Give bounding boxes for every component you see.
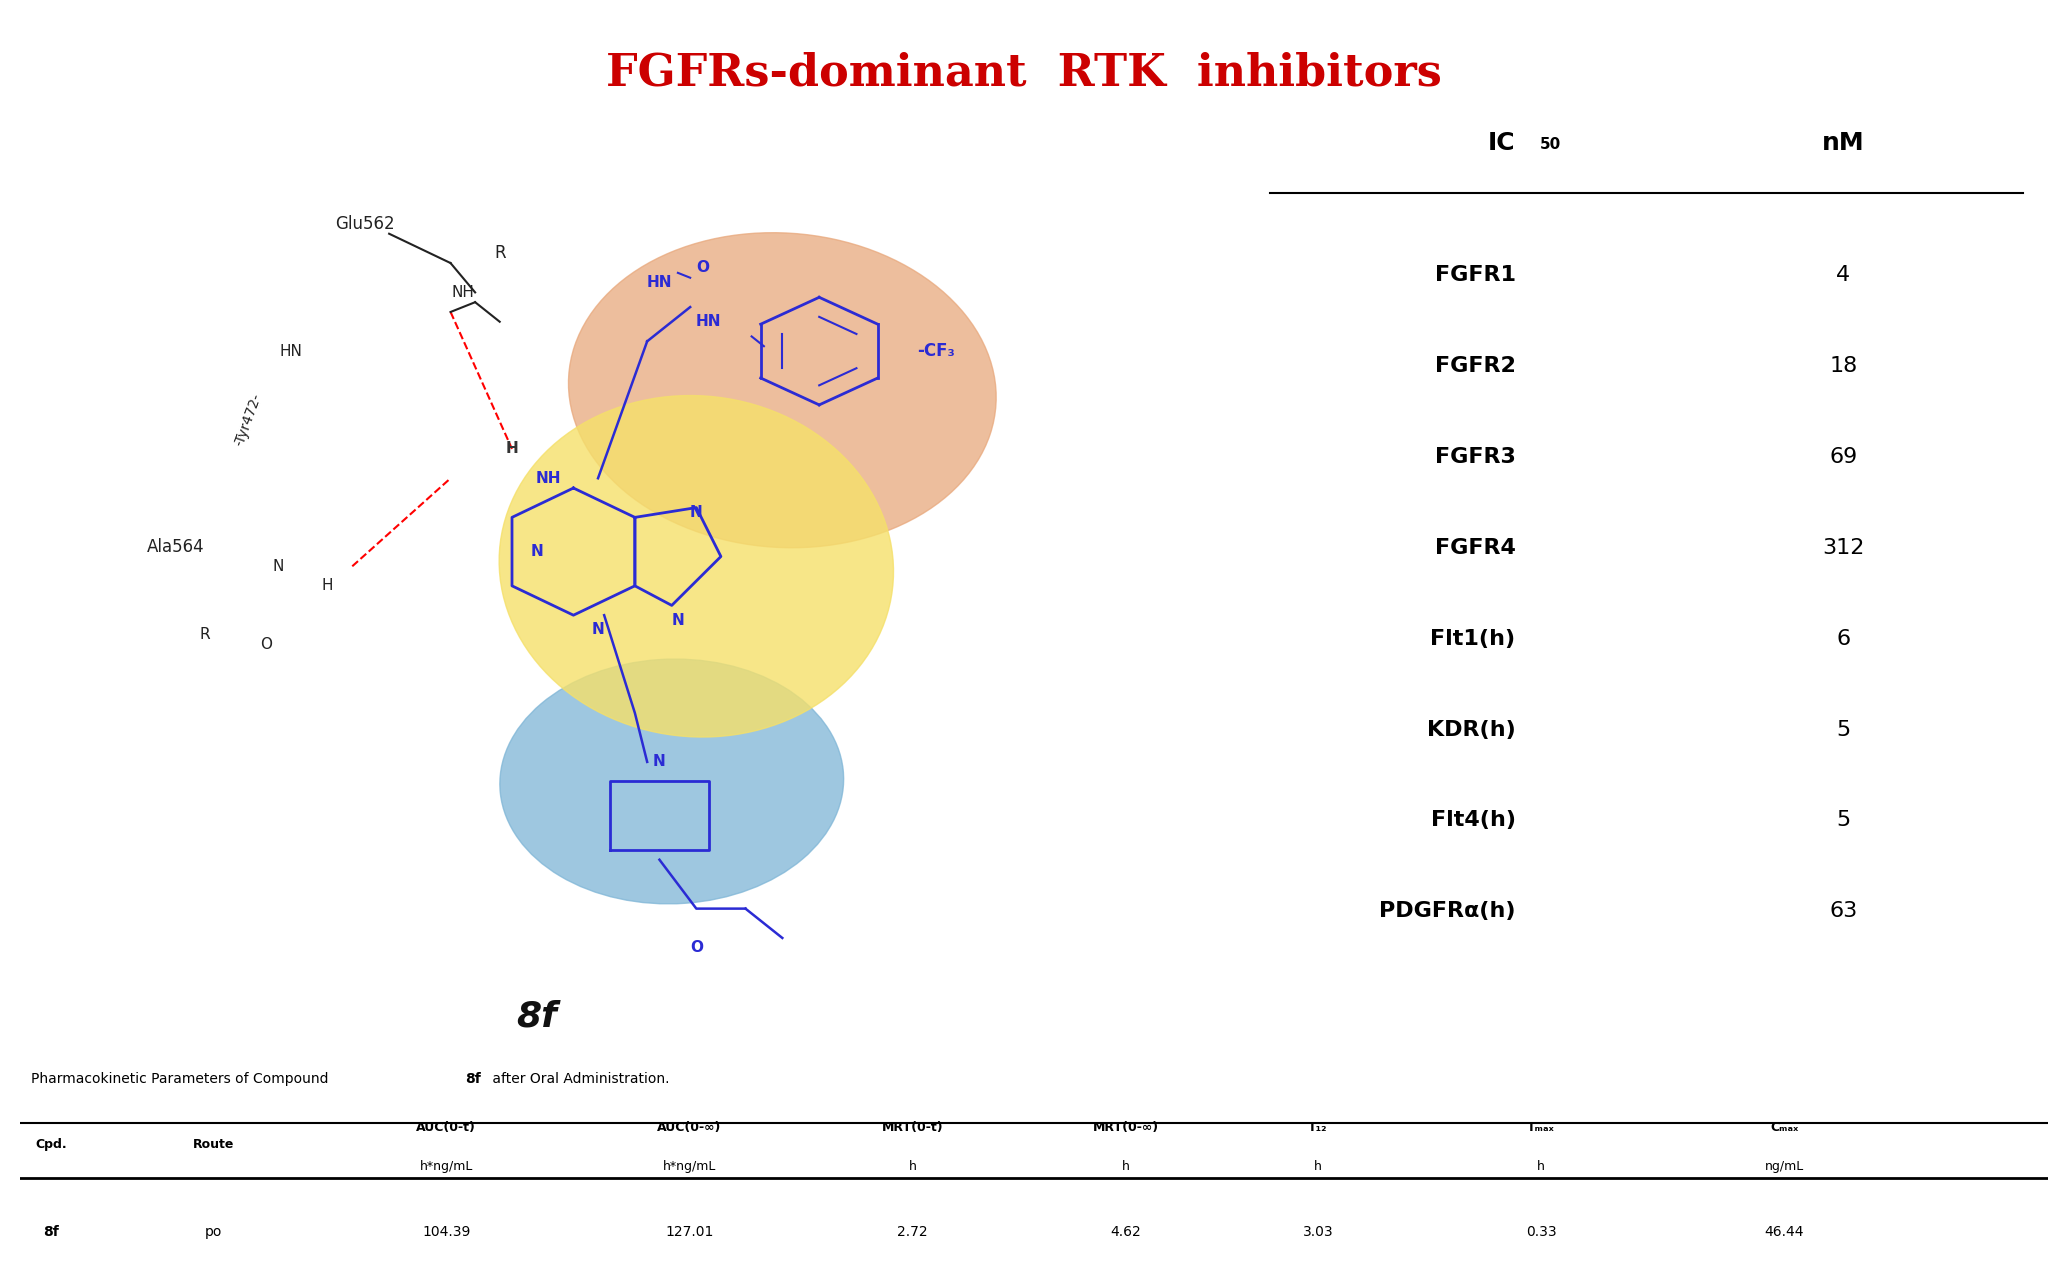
Text: 3.03: 3.03 bbox=[1303, 1225, 1333, 1239]
Text: Glu562: Glu562 bbox=[334, 215, 395, 233]
Text: R: R bbox=[199, 627, 211, 642]
Text: N: N bbox=[530, 544, 543, 559]
Text: FGFRs-dominant  RTK  inhibitors: FGFRs-dominant RTK inhibitors bbox=[606, 51, 1442, 94]
Text: FGFR1: FGFR1 bbox=[1434, 265, 1516, 286]
Text: N: N bbox=[653, 754, 666, 770]
Ellipse shape bbox=[569, 233, 995, 548]
Text: h: h bbox=[1538, 1160, 1544, 1174]
Text: h: h bbox=[1315, 1160, 1323, 1174]
Text: T₁₂: T₁₂ bbox=[1309, 1121, 1327, 1134]
Text: 46.44: 46.44 bbox=[1765, 1225, 1804, 1239]
Text: HN: HN bbox=[279, 344, 303, 359]
Text: -Tyr472-: -Tyr472- bbox=[231, 391, 264, 448]
Ellipse shape bbox=[500, 395, 893, 737]
Text: 312: 312 bbox=[1823, 538, 1864, 559]
Text: 4.62: 4.62 bbox=[1110, 1225, 1141, 1239]
Text: 8f: 8f bbox=[465, 1072, 481, 1086]
Text: 8f: 8f bbox=[516, 999, 557, 1033]
Text: Ala564: Ala564 bbox=[147, 538, 205, 556]
Text: H: H bbox=[322, 578, 334, 593]
Text: h*ng/mL: h*ng/mL bbox=[664, 1160, 717, 1174]
Text: FGFR2: FGFR2 bbox=[1436, 356, 1516, 376]
Text: N: N bbox=[672, 613, 684, 628]
Text: HN: HN bbox=[696, 314, 721, 329]
Text: O: O bbox=[690, 941, 702, 955]
Text: 0.33: 0.33 bbox=[1526, 1225, 1556, 1239]
Text: -CF₃: -CF₃ bbox=[918, 342, 954, 360]
Text: 5: 5 bbox=[1837, 811, 1849, 830]
Text: h: h bbox=[1122, 1160, 1128, 1174]
Text: FGFR4: FGFR4 bbox=[1436, 538, 1516, 559]
Text: O: O bbox=[260, 637, 272, 653]
Text: FGFR3: FGFR3 bbox=[1436, 447, 1516, 467]
Text: O: O bbox=[696, 260, 709, 275]
Ellipse shape bbox=[500, 659, 844, 903]
Text: h: h bbox=[909, 1160, 918, 1174]
Text: nM: nM bbox=[1823, 131, 1864, 156]
Text: Cpd.: Cpd. bbox=[35, 1138, 68, 1152]
Text: 127.01: 127.01 bbox=[666, 1225, 715, 1239]
Text: MRT(0-∞): MRT(0-∞) bbox=[1092, 1121, 1159, 1134]
Text: IC: IC bbox=[1489, 131, 1516, 156]
Text: PDGFRα(h): PDGFRα(h) bbox=[1378, 901, 1516, 921]
Text: Flt1(h): Flt1(h) bbox=[1430, 629, 1516, 649]
Text: R: R bbox=[494, 245, 506, 263]
Text: NH: NH bbox=[451, 284, 475, 300]
Text: NH: NH bbox=[537, 471, 561, 485]
Text: Cₘₐₓ: Cₘₐₓ bbox=[1769, 1121, 1798, 1134]
Text: ng/mL: ng/mL bbox=[1765, 1160, 1804, 1174]
Text: N: N bbox=[272, 559, 285, 574]
Text: H: H bbox=[506, 441, 518, 457]
Text: HN: HN bbox=[647, 275, 672, 290]
Text: 50: 50 bbox=[1540, 136, 1561, 152]
Text: N: N bbox=[592, 623, 604, 637]
Text: po: po bbox=[205, 1225, 221, 1239]
Text: Route: Route bbox=[193, 1138, 233, 1152]
Text: 69: 69 bbox=[1829, 447, 1858, 467]
Text: 6: 6 bbox=[1837, 629, 1849, 649]
Text: 4: 4 bbox=[1837, 265, 1849, 286]
Text: h*ng/mL: h*ng/mL bbox=[420, 1160, 473, 1174]
Text: after Oral Administration.: after Oral Administration. bbox=[487, 1072, 670, 1086]
Text: 5: 5 bbox=[1837, 719, 1849, 740]
Text: 2.72: 2.72 bbox=[897, 1225, 928, 1239]
Text: MRT(0-t): MRT(0-t) bbox=[883, 1121, 944, 1134]
Text: N: N bbox=[690, 505, 702, 520]
Text: 18: 18 bbox=[1829, 356, 1858, 376]
Text: Tₘₐₓ: Tₘₐₓ bbox=[1528, 1121, 1554, 1134]
Text: Flt4(h): Flt4(h) bbox=[1430, 811, 1516, 830]
Text: KDR(h): KDR(h) bbox=[1427, 719, 1516, 740]
Text: AUC(0-∞): AUC(0-∞) bbox=[657, 1121, 721, 1134]
Text: AUC(0-t): AUC(0-t) bbox=[416, 1121, 477, 1134]
Text: 104.39: 104.39 bbox=[422, 1225, 471, 1239]
Text: Pharmacokinetic Parameters of Compound: Pharmacokinetic Parameters of Compound bbox=[31, 1072, 332, 1086]
Text: 63: 63 bbox=[1829, 901, 1858, 921]
Text: 8f: 8f bbox=[43, 1225, 59, 1239]
